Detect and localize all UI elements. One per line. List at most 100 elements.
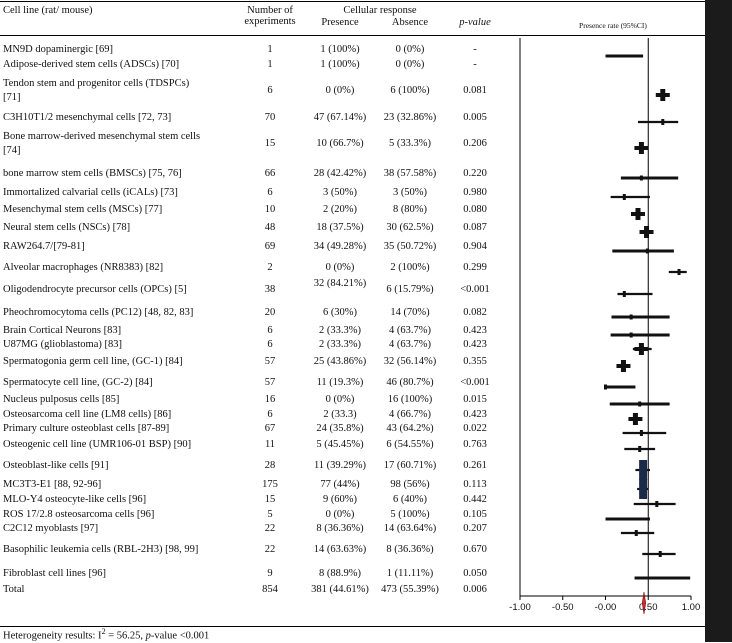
point-estimate-cross [628, 417, 643, 421]
row-presence: 11 (39.29%) [313, 460, 367, 471]
row-p-value: 0.299 [463, 262, 487, 273]
row-presence: 0 (0%) [325, 262, 355, 273]
page-edge-bar [705, 0, 732, 642]
row-cell-line: Bone marrow-derived mesenchymal stem cel… [3, 131, 201, 142]
row-experiments: 57 [264, 356, 276, 367]
row-presence: 8 (36.36%) [316, 523, 364, 534]
row-absence: 4 (66.7%) [389, 409, 431, 420]
row-absence: 2 (100%) [390, 262, 430, 273]
x-tick-label: 0.50 [639, 602, 658, 613]
row-presence: 2 (33.3) [323, 409, 357, 420]
row-experiments: 22 [264, 523, 276, 534]
point-estimate [639, 460, 648, 480]
row-p-value: 0.022 [463, 423, 487, 434]
header-n-line1: Number of [247, 5, 293, 16]
point-estimate [629, 332, 633, 338]
row-p-value: 0.763 [463, 439, 487, 450]
row-experiments: 6 [267, 339, 273, 350]
header-rule [0, 35, 705, 36]
row-experiments: 1 [267, 44, 273, 55]
row-presence: 8 (88.9%) [319, 568, 361, 579]
row-experiments: 22 [264, 544, 276, 555]
row-cell-line: Nucleus pulposus cells [85] [3, 394, 120, 405]
x-tick-label: -1.00 [509, 602, 531, 613]
row-cell-line: Osteogenic cell line (UMR106-01 BSP) [90… [3, 439, 192, 450]
row-cell-line: Oligodendrocyte precursor cells (OPCs) [… [3, 284, 187, 295]
row-presence: 10 (66.7%) [316, 138, 364, 149]
row-experiments: 10 [264, 204, 276, 215]
row-p-value: 0.220 [463, 168, 487, 179]
row-absence: 0 (0%) [395, 44, 425, 55]
row-cell-line: MN9D dopaminergic [69] [3, 44, 114, 55]
row-presence: 5 (45.45%) [316, 439, 364, 450]
row-experiments: 9 [267, 568, 273, 579]
row-cell-line: MC3T3-E1 [88, 92-96] [3, 479, 102, 490]
row-cell-line: Spermatogonia germ cell line, (GC-1) [84… [3, 356, 183, 367]
row-cell-line: Fibroblast cell lines [96] [3, 568, 106, 579]
row-cell-line: Basophilic leukemia cells (RBL-2H3) [98,… [3, 544, 199, 555]
row-p-value: 0.423 [463, 409, 487, 420]
row-experiments: 6 [267, 409, 273, 420]
row-absence: 6 (40%) [392, 494, 428, 505]
point-estimate [629, 314, 633, 320]
row-absence: 17 (60.71%) [383, 460, 437, 471]
row-experiments: 70 [264, 112, 276, 123]
row-experiments: 11 [264, 439, 276, 450]
row-presence: 28 (42.42%) [313, 168, 367, 179]
row-p-value: 0.261 [463, 460, 487, 471]
row-experiments: 16 [264, 394, 276, 405]
row-presence: 14 (63.63%) [313, 544, 367, 555]
row-absence: 6 (15.79%) [386, 284, 434, 295]
row-absence: 8 (80%) [392, 204, 428, 215]
row-presence: 6 (30%) [322, 307, 358, 318]
row-experiments: 57 [264, 377, 276, 388]
point-estimate [658, 551, 662, 557]
row-absence: 14 (70%) [390, 307, 430, 318]
row-experiments: 6 [267, 85, 273, 96]
row-absence: 46 (80.7%) [386, 377, 434, 388]
row-p-value: - [473, 59, 477, 70]
row-cell-line: Tendon stem and progenitor cells (TDSPCs… [3, 78, 190, 89]
row-experiments: 175 [262, 479, 278, 490]
row-experiments: 1 [267, 59, 273, 70]
row-absence: 4 (63.7%) [389, 325, 431, 336]
header-cell-line: Cell line (rat/ mouse) [3, 5, 93, 16]
row-absence: 6 (54.55%) [386, 439, 434, 450]
row-presence: 24 (35.8%) [316, 423, 364, 434]
row-cell-line-cont: [74] [3, 145, 21, 156]
row-presence: 2 (33.3%) [319, 339, 361, 350]
row-absence: 30 (62.5%) [386, 222, 434, 233]
row-p-value: <0.001 [460, 284, 490, 295]
row-p-value: 0.006 [463, 584, 487, 595]
point-estimate-cross [639, 230, 654, 234]
row-p-value: 0.105 [463, 509, 487, 520]
point-estimate-cross [634, 146, 649, 150]
row-absence: 16 (100%) [387, 394, 433, 405]
row-absence: 8 (36.36%) [386, 544, 434, 555]
x-tick-label: -0.00 [595, 602, 617, 613]
row-presence: 32 (84.21%) [313, 278, 367, 289]
row-experiments: 854 [262, 584, 278, 595]
row-cell-line: Neural stem cells (NSCs) [78] [3, 222, 131, 233]
row-absence: 6 (100%) [390, 85, 430, 96]
row-experiments: 28 [264, 460, 276, 471]
row-absence: 5 (100%) [390, 509, 430, 520]
row-experiments: 67 [264, 423, 276, 434]
row-experiments: 15 [264, 494, 276, 505]
row-absence: 38 (57.58%) [383, 168, 437, 179]
row-cell-line: ROS 17/2.8 osteosarcoma cells [96] [3, 509, 155, 520]
row-cell-line: bone marrow stem cells (BMSCs) [75, 76] [3, 168, 182, 179]
row-p-value: 0.355 [463, 356, 487, 367]
row-experiments: 38 [264, 284, 276, 295]
row-absence: 32 (56.14%) [383, 356, 437, 367]
row-absence: 23 (32.86%) [383, 112, 437, 123]
row-p-value: 0.005 [463, 112, 487, 123]
x-tick-label: -0.50 [552, 602, 574, 613]
point-estimate [604, 384, 607, 390]
row-cell-line-cont: [71] [3, 92, 21, 103]
row-cell-line: U87MG (glioblastoma) [83] [3, 339, 122, 350]
row-cell-line: Primary culture osteoblast cells [87-89] [3, 423, 170, 434]
row-cell-line: RAW264.7/[79-81] [3, 241, 85, 252]
row-cell-line: Pheochromocytoma cells (PC12) [48, 82, 8… [3, 307, 194, 318]
